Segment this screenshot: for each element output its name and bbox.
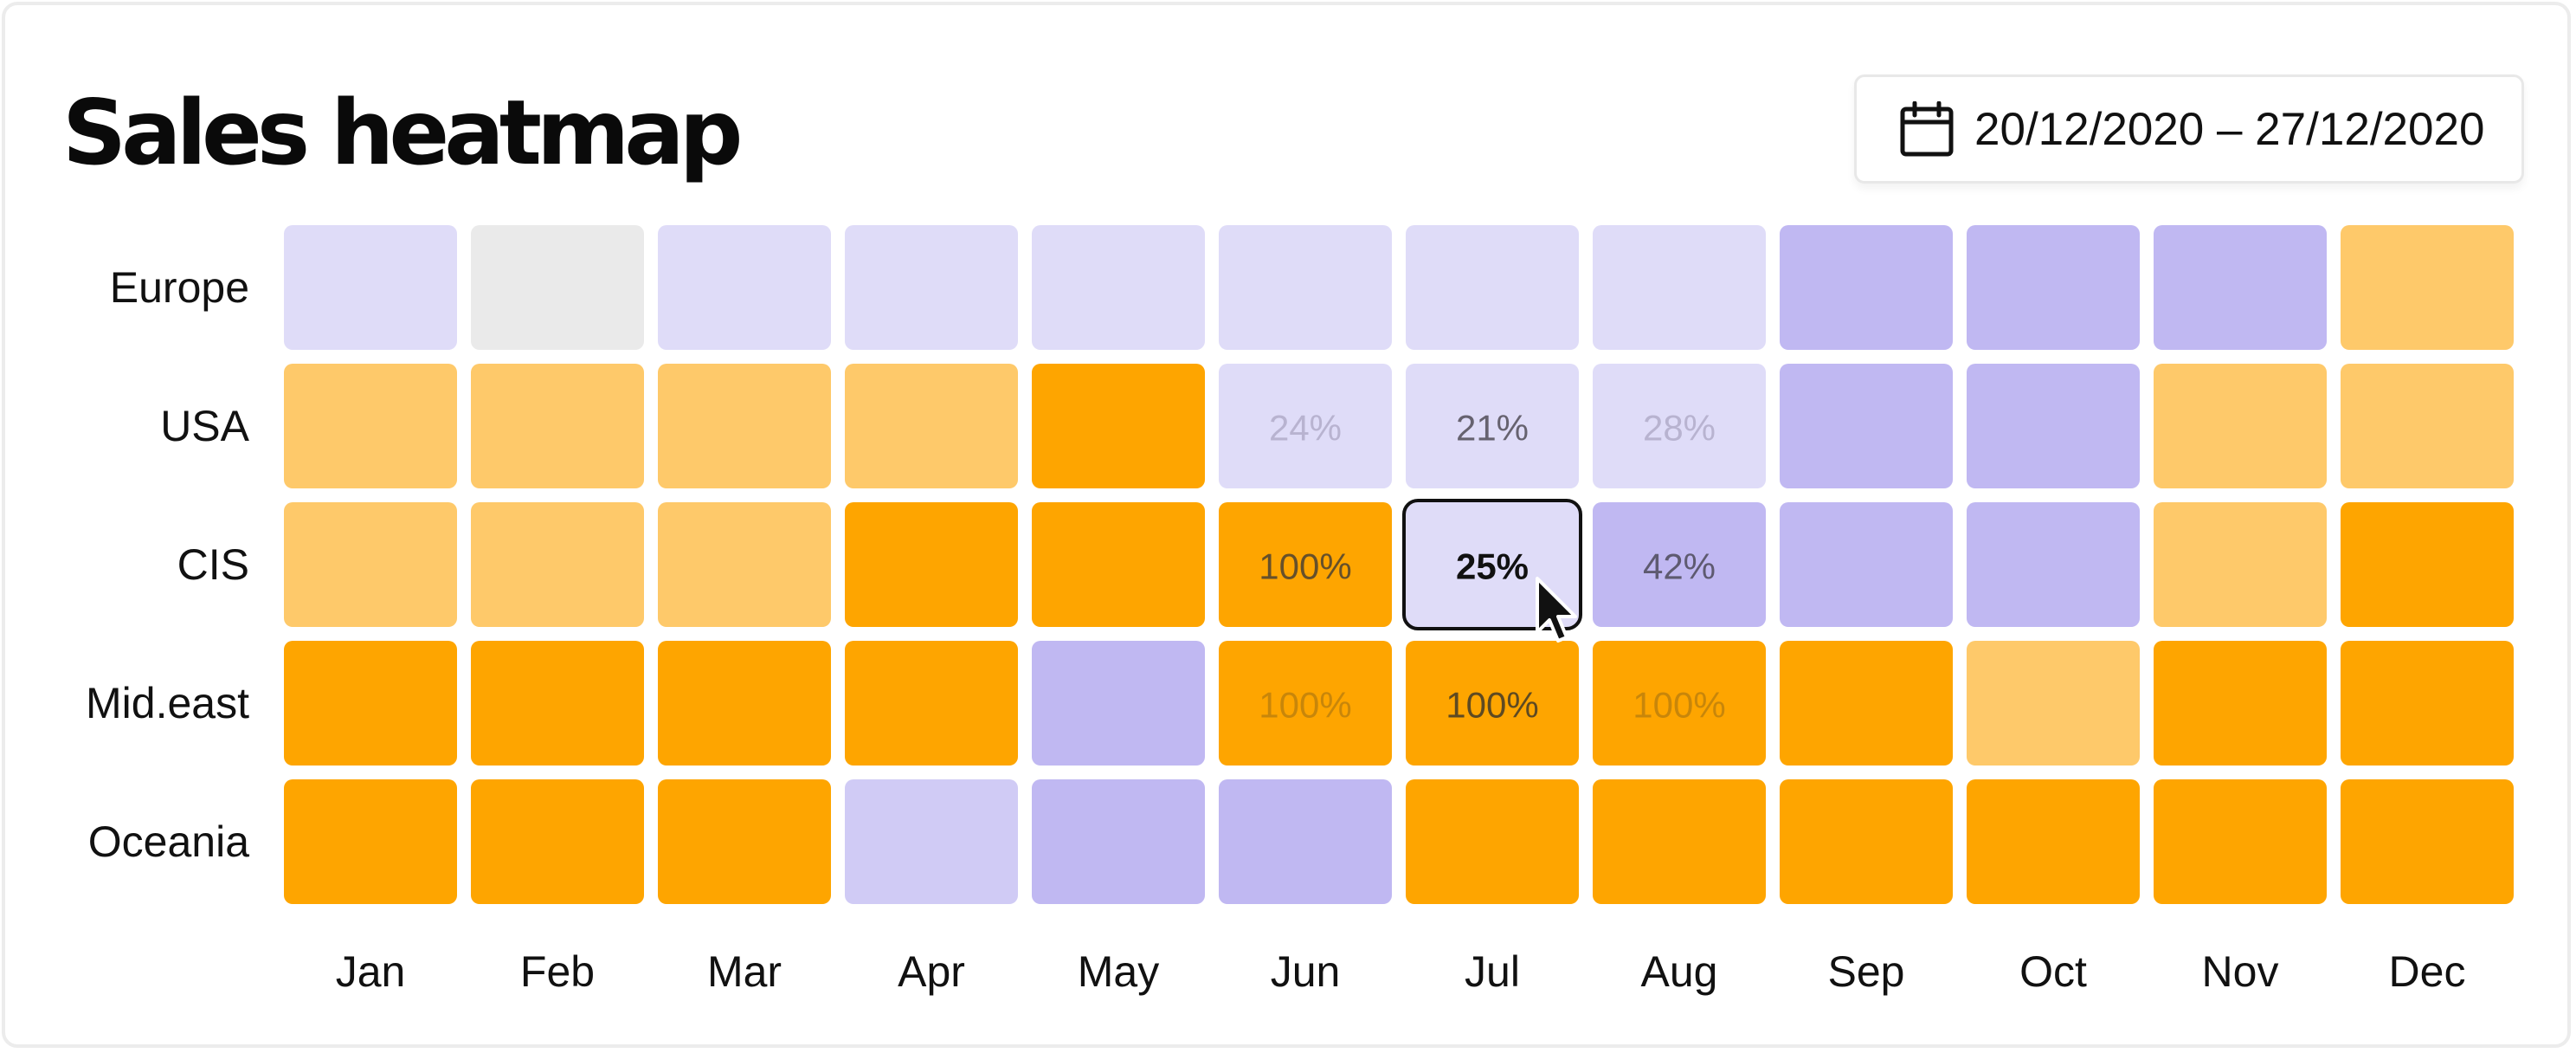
row-label-europe: Europe xyxy=(110,263,249,312)
heatmap-cell-cis-mar[interactable] xyxy=(658,502,831,627)
heatmap-cell-europe-jun[interactable] xyxy=(1219,225,1392,350)
heatmap-cell-europe-dec[interactable] xyxy=(2341,225,2514,350)
date-range-button[interactable]: 20/12/2020 – 27/12/2020 xyxy=(1854,74,2524,184)
heatmap-cell-cis-sep[interactable] xyxy=(1780,502,1953,627)
heatmap-cell-cis-oct[interactable] xyxy=(1967,502,2140,627)
heatmap-cell-mid-east-aug[interactable] xyxy=(1593,641,1766,766)
heatmap-cell-mid-east-dec[interactable] xyxy=(2341,641,2514,766)
heatmap-cell-europe-jan[interactable] xyxy=(284,225,457,350)
heatmap-cell-europe-jul[interactable] xyxy=(1406,225,1579,350)
heatmap-cell-europe-aug[interactable] xyxy=(1593,225,1766,350)
heatmap-cell-cis-aug[interactable] xyxy=(1593,502,1766,627)
heatmap-cell-oceania-may[interactable] xyxy=(1032,779,1205,904)
heatmap-cell-oceania-apr[interactable] xyxy=(845,779,1018,904)
cell-value-label-usa-jun: 24% xyxy=(1269,408,1342,449)
heatmap-cell-mid-east-jan[interactable] xyxy=(284,641,457,766)
col-label-mar: Mar xyxy=(707,947,782,996)
calendar-icon xyxy=(1900,100,1954,157)
heatmap-cell-usa-mar[interactable] xyxy=(658,364,831,488)
heatmap-cell-oceania-aug[interactable] xyxy=(1593,779,1766,904)
col-label-jun: Jun xyxy=(1271,947,1341,996)
heatmap-cell-usa-jan[interactable] xyxy=(284,364,457,488)
heatmap-cell-oceania-oct[interactable] xyxy=(1967,779,2140,904)
heatmap-cell-usa-dec[interactable] xyxy=(2341,364,2514,488)
heatmap-cell-usa-jun[interactable] xyxy=(1219,364,1392,488)
cell-value-label-usa-aug: 28% xyxy=(1643,408,1716,449)
heatmap-cell-oceania-jul[interactable] xyxy=(1406,779,1579,904)
cell-value-label-cis-jul: 25% xyxy=(1456,546,1529,587)
col-label-sep: Sep xyxy=(1828,947,1905,996)
hovered-cell-outline xyxy=(1402,499,1582,630)
col-label-aug: Aug xyxy=(1641,947,1718,996)
heatmap-cell-usa-may[interactable] xyxy=(1032,364,1205,488)
row-label-cis: CIS xyxy=(177,540,249,589)
heatmap-cell-oceania-dec[interactable] xyxy=(2341,779,2514,904)
heatmap-cell-mid-east-jun[interactable] xyxy=(1219,641,1392,766)
col-label-oct: Oct xyxy=(2019,947,2087,996)
cell-value-label-mid-east-jul: 100% xyxy=(1446,685,1538,726)
heatmap-cell-europe-feb[interactable] xyxy=(471,225,644,350)
heatmap-cell-cis-jan[interactable] xyxy=(284,502,457,627)
heatmap-cell-cis-nov[interactable] xyxy=(2154,502,2327,627)
heatmap-cell-usa-feb[interactable] xyxy=(471,364,644,488)
heatmap-cell-oceania-jan[interactable] xyxy=(284,779,457,904)
cell-value-label-cis-jun: 100% xyxy=(1259,546,1351,587)
heatmap-cell-europe-apr[interactable] xyxy=(845,225,1018,350)
heatmap-cell-usa-nov[interactable] xyxy=(2154,364,2327,488)
col-label-apr: Apr xyxy=(898,947,965,996)
heatmap-cell-mid-east-feb[interactable] xyxy=(471,641,644,766)
heatmap-cell-cis-jun[interactable] xyxy=(1219,502,1392,627)
cell-value-label-mid-east-aug: 100% xyxy=(1633,685,1725,726)
heatmap-cell-cis-apr[interactable] xyxy=(845,502,1018,627)
heatmap-cell-mid-east-jul[interactable] xyxy=(1406,641,1579,766)
heatmap-cell-europe-oct[interactable] xyxy=(1967,225,2140,350)
heatmap-cell-usa-oct[interactable] xyxy=(1967,364,2140,488)
col-label-may: May xyxy=(1078,947,1159,996)
page-title: Sales heatmap xyxy=(62,81,744,185)
heatmap-cell-cis-may[interactable] xyxy=(1032,502,1205,627)
heatmap-cell-oceania-mar[interactable] xyxy=(658,779,831,904)
heatmap-cell-mid-east-sep[interactable] xyxy=(1780,641,1953,766)
mouse-cursor-icon xyxy=(1536,577,1577,643)
cell-value-label-mid-east-jun: 100% xyxy=(1259,685,1351,726)
cell-value-label-cis-aug: 42% xyxy=(1643,546,1716,587)
heatmap-cell-mid-east-oct[interactable] xyxy=(1967,641,2140,766)
date-range-text: 20/12/2020 – 27/12/2020 xyxy=(1974,104,2485,155)
heatmap-cell-mid-east-may[interactable] xyxy=(1032,641,1205,766)
heatmap-cell-usa-apr[interactable] xyxy=(845,364,1018,488)
heatmap-cell-cis-dec[interactable] xyxy=(2341,502,2514,627)
heatmap-cell-europe-mar[interactable] xyxy=(658,225,831,350)
col-label-nov: Nov xyxy=(2202,947,2279,996)
col-label-feb: Feb xyxy=(520,947,595,996)
row-label-mid-east: Mid.east xyxy=(86,679,249,727)
cell-value-label-usa-jul: 21% xyxy=(1456,408,1529,449)
heatmap-cell-europe-sep[interactable] xyxy=(1780,225,1953,350)
heatmap-cell-europe-nov[interactable] xyxy=(2154,225,2327,350)
col-label-jul: Jul xyxy=(1465,947,1520,996)
row-label-usa: USA xyxy=(160,402,249,450)
heatmap-cell-mid-east-nov[interactable] xyxy=(2154,641,2327,766)
heatmap-cell-cis-feb[interactable] xyxy=(471,502,644,627)
heatmap-cell-usa-aug[interactable] xyxy=(1593,364,1766,488)
heatmap-cell-oceania-feb[interactable] xyxy=(471,779,644,904)
heatmap-cell-mid-east-apr[interactable] xyxy=(845,641,1018,766)
heatmap-cell-oceania-nov[interactable] xyxy=(2154,779,2327,904)
heatmap-cell-usa-sep[interactable] xyxy=(1780,364,1953,488)
row-label-oceania: Oceania xyxy=(88,817,249,866)
heatmap-cell-europe-may[interactable] xyxy=(1032,225,1205,350)
heatmap-cell-oceania-sep[interactable] xyxy=(1780,779,1953,904)
heatmap-cell-usa-jul[interactable] xyxy=(1406,364,1579,488)
col-label-dec: Dec xyxy=(2389,947,2466,996)
heatmap-cell-oceania-jun[interactable] xyxy=(1219,779,1392,904)
col-label-jan: Jan xyxy=(336,947,406,996)
heatmap-cell-mid-east-mar[interactable] xyxy=(658,641,831,766)
